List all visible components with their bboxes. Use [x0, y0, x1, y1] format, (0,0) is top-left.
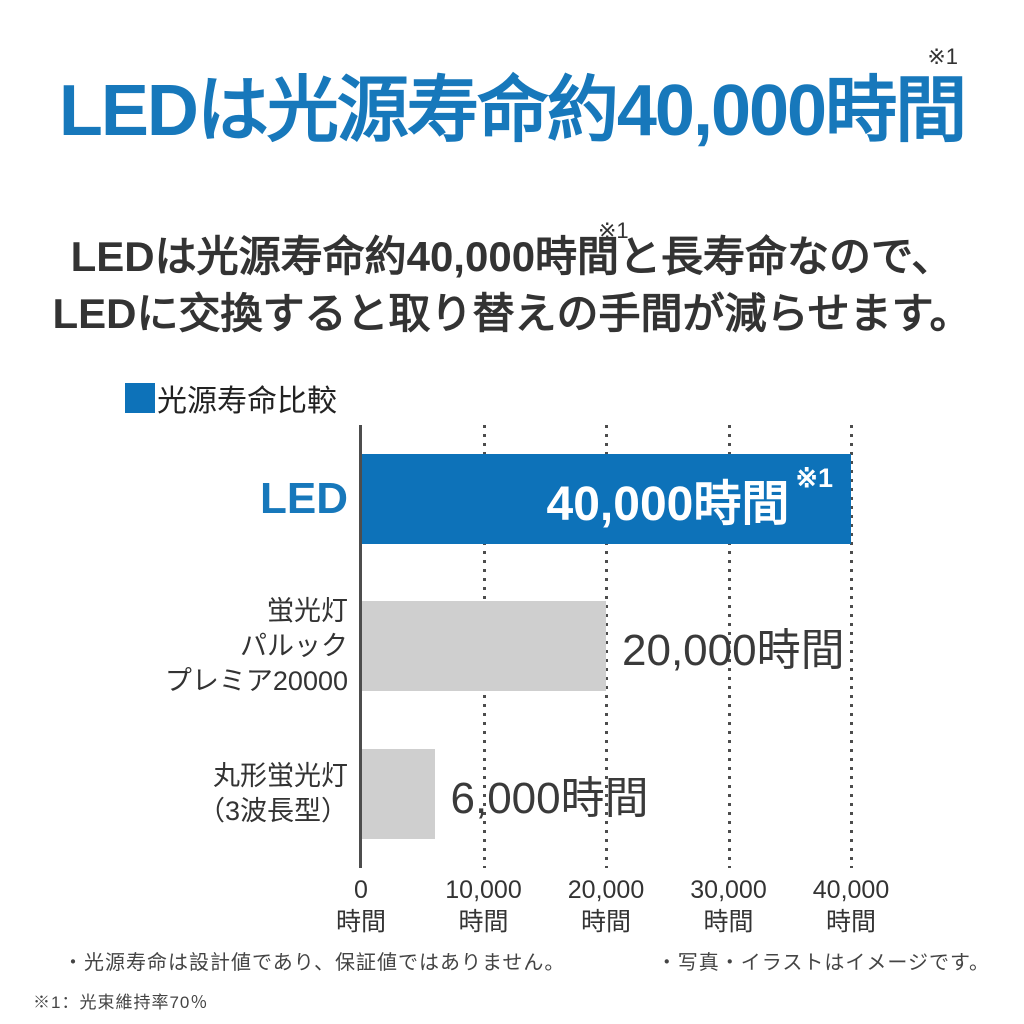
- chart-row-round-fluorescent-3-wave: 6,000時間: [361, 720, 851, 868]
- bar-fluorescent-palook-premia-20000: [361, 601, 606, 692]
- chart-legend: 光源寿命比較: [125, 376, 337, 420]
- lead-line-1: LEDは光源寿命約40,000時間と長寿命なので、: [70, 233, 954, 280]
- bar-led: 40,000時間 ※1: [361, 453, 851, 544]
- tick-label: 10,000 時間: [445, 876, 522, 936]
- gridline: [605, 425, 608, 868]
- lead-paragraph: ※1 LEDは光源寿命約40,000時間と長寿命なので、 LEDに交換すると取り…: [0, 218, 1024, 342]
- footnote-left: ・光源寿命は設計値であり、保証値ではありません。: [63, 952, 566, 974]
- category-label: LED: [260, 473, 348, 523]
- category-label: 蛍光灯 パルック プレミア20000: [164, 595, 348, 696]
- category-label-column: LED 蛍光灯 パルック プレミア20000 丸形蛍光灯 （3波長型）: [60, 425, 348, 868]
- chart-row-fluorescent-palook-premia-20000: 20,000時間: [361, 573, 851, 721]
- bar-round-fluorescent-3-wave: [361, 749, 435, 840]
- legend-square-icon: [125, 383, 155, 413]
- tick-label: 30,000 時間: [690, 876, 767, 936]
- bar-value: 40,000時間: [546, 477, 790, 531]
- gridline: [727, 425, 731, 868]
- title-footnote-ref: ※1: [927, 44, 958, 69]
- lead-line-2: LEDに交換すると取り替えの手間が減らせます。: [52, 290, 972, 337]
- chart-title: 光源寿命比較: [157, 385, 337, 418]
- category-row-fluorescent-palook-premia-20000: 蛍光灯 パルック プレミア20000: [60, 573, 348, 721]
- category-row-led: LED: [60, 425, 348, 573]
- category-label: 丸形蛍光灯 （3波長型）: [197, 761, 348, 827]
- footnote-ref-definition: ※1：光束維持率70％: [33, 993, 209, 1012]
- tick-label: 40,000 時間: [812, 876, 890, 936]
- bar-value-footnote-ref: ※1: [795, 463, 833, 494]
- lead-footnote-ref: ※1: [598, 218, 629, 243]
- footnote-right: ・写真・イラストはイメージです。: [656, 952, 990, 974]
- gridline: [850, 425, 853, 868]
- tick-label: 0 時間: [335, 876, 387, 936]
- x-axis-tick-labels: 0 時間 10,000 時間 20,000 時間 30,000 時間 40,000 時間: [336, 874, 889, 940]
- bar-value: 6,000時間: [450, 774, 649, 824]
- main-title: LEDは光源寿命約40,000時間: [58, 71, 967, 151]
- tick-label: 20,000 時間: [567, 876, 645, 936]
- plot-area: 40,000時間 ※1 20,000時間 6,000時間: [359, 425, 853, 868]
- y-axis-line: [359, 425, 362, 868]
- header: ※1 LEDは光源寿命約40,000時間: [0, 44, 1024, 151]
- bar-value: 20,000時間: [622, 626, 845, 676]
- bar-rows: 40,000時間 ※1 20,000時間 6,000時間: [361, 425, 851, 868]
- chart-row-led: 40,000時間 ※1: [361, 425, 851, 573]
- category-row-round-fluorescent-3-wave: 丸形蛍光灯 （3波長型）: [60, 720, 348, 868]
